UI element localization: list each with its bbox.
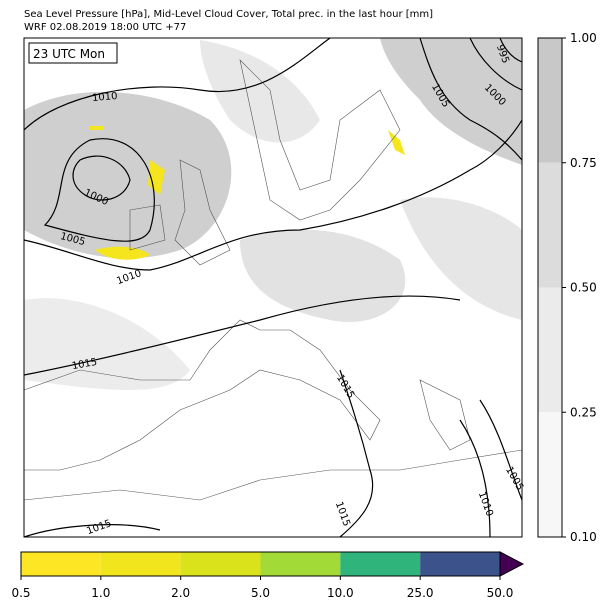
precip-areas bbox=[90, 126, 405, 260]
colorbar-segment bbox=[538, 162, 562, 288]
title: Sea Level Pressure [hPa], Mid-Level Clou… bbox=[24, 9, 433, 20]
cloud-areas bbox=[24, 38, 522, 390]
colorbar-tick-label: 0.10 bbox=[570, 530, 597, 544]
colorbar-segment bbox=[260, 552, 341, 576]
colorbar-tick-label: 1.00 bbox=[570, 31, 597, 45]
colorbar-tick-label: 0.25 bbox=[570, 405, 597, 419]
cloud-colorbar: 1.00 0.75 0.50 0.25 0.10 bbox=[537, 31, 597, 544]
colorbar-segment bbox=[538, 287, 562, 413]
map-frame bbox=[23, 37, 523, 538]
isobar-label: 1015 bbox=[71, 357, 98, 372]
colorbar-segment bbox=[180, 552, 261, 576]
map: 23 UTC Mon 10109951000100510001005101010… bbox=[23, 37, 525, 538]
colorbar-segment bbox=[420, 552, 500, 576]
colorbar-tick-label: 50.0 bbox=[487, 586, 514, 600]
colorbar-tick-label: 0.50 bbox=[570, 281, 597, 295]
colorbar-segment bbox=[21, 552, 101, 576]
colorbar-extend bbox=[499, 551, 525, 577]
isobar-label: 1010 bbox=[92, 91, 118, 104]
colorbar-tick-label: 5.0 bbox=[251, 586, 270, 600]
colorbar-tick-label: 2.0 bbox=[171, 586, 190, 600]
colorbar-segment bbox=[340, 552, 421, 576]
colorbar-segment bbox=[538, 412, 562, 537]
colorbar-tick-label: 25.0 bbox=[407, 586, 434, 600]
colorbar-segment bbox=[538, 38, 562, 163]
colorbar-segment bbox=[100, 552, 181, 576]
colorbar-tick-label: 0.75 bbox=[570, 156, 597, 170]
time-label-box bbox=[28, 42, 118, 64]
subtitle: WRF 02.08.2019 18:00 UTC +77 bbox=[24, 22, 186, 33]
colorbar-tick-label: 1.0 bbox=[91, 586, 110, 600]
isobars bbox=[23, 37, 523, 538]
coastlines bbox=[23, 59, 523, 501]
colorbar-tick-label: 10.0 bbox=[327, 586, 354, 600]
precip-colorbar: 0.5 1.0 2.0 5.0 10.0 25.0 50.0 bbox=[11, 551, 525, 600]
time-label: 23 UTC Mon bbox=[33, 47, 105, 61]
colorbar-tick-label: 0.5 bbox=[11, 586, 30, 600]
